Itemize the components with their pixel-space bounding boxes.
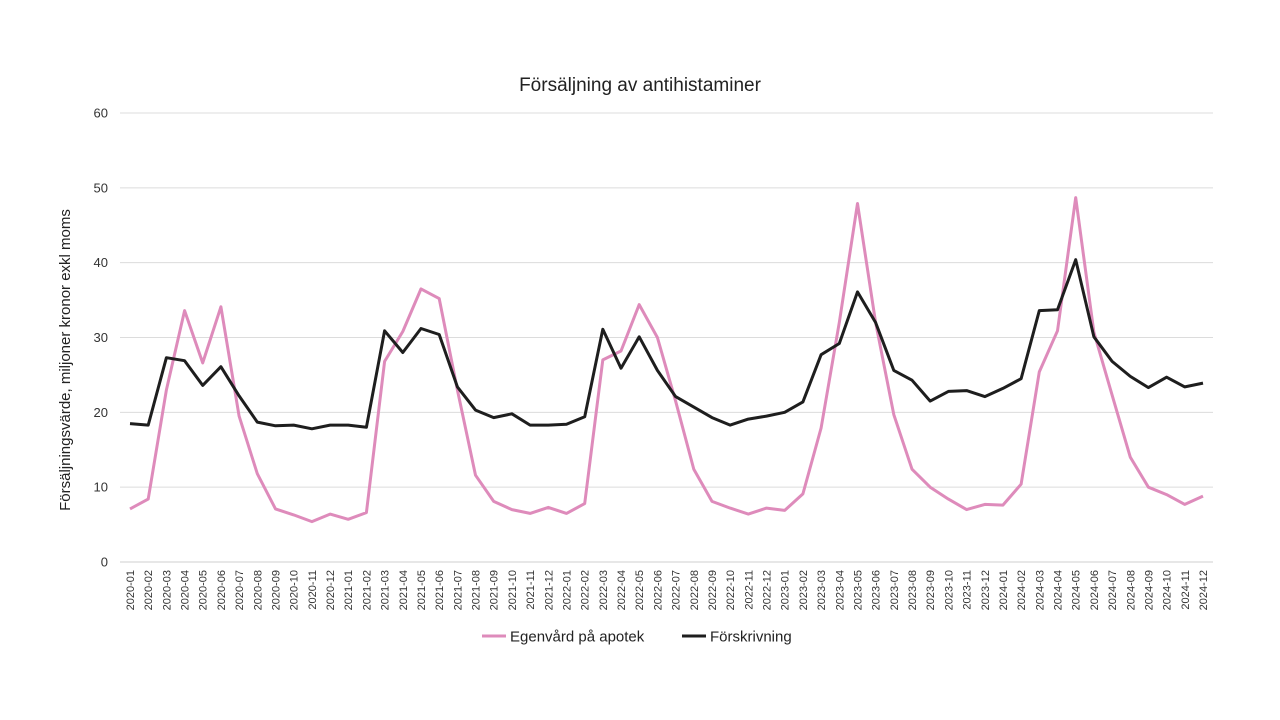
y-tick-label: 60	[94, 106, 108, 121]
x-tick-label: 2024-03	[1034, 570, 1046, 610]
x-tick-label: 2021-05	[416, 570, 428, 610]
x-tick-label: 2023-01	[780, 570, 792, 610]
x-tick-label: 2022-07	[671, 570, 683, 610]
x-tick-label: 2020-11	[307, 570, 319, 610]
x-tick-label: 2022-08	[689, 570, 701, 610]
y-axis-label: Försäljningsvärde, miljoner kronor exkl …	[57, 209, 74, 511]
x-tick-label: 2024-06	[1089, 570, 1101, 610]
y-tick-label: 30	[94, 330, 108, 345]
x-tick-label: 2023-05	[852, 570, 864, 610]
x-tick-label: 2024-08	[1125, 570, 1137, 610]
series-line	[129, 196, 1204, 524]
x-tick-label: 2021-11	[525, 570, 537, 610]
x-tick-label: 2022-12	[762, 570, 774, 610]
x-tick-label: 2022-06	[652, 570, 664, 610]
x-tick-label: 2020-02	[143, 570, 155, 610]
x-tick-label: 2022-11	[743, 570, 755, 610]
x-tick-label: 2023-09	[925, 570, 937, 610]
x-tick-label: 2021-03	[380, 570, 392, 610]
x-tick-label: 2022-05	[634, 570, 646, 610]
x-tick-label: 2023-02	[798, 570, 810, 610]
x-tick-labels: 2020-01 2020-02 2020-03 2020-04 2020-05 2020-…	[125, 570, 1210, 610]
x-tick-label: 2023-08	[907, 570, 919, 610]
legend-item: Egenvård på apotek	[482, 629, 645, 646]
x-tick-label: 2020-08	[252, 570, 264, 610]
x-tick-label: 2024-11	[1180, 570, 1192, 610]
x-tick-label: 2021-06	[434, 570, 446, 610]
y-tick-labels: 0 10 20 30 40 50 60	[94, 106, 108, 570]
x-tick-label: 2021-01	[343, 570, 355, 610]
x-tick-label: 2021-12	[543, 570, 555, 610]
x-tick-label: 2024-04	[1053, 570, 1065, 610]
x-tick-label: 2020-04	[180, 570, 192, 610]
x-tick-label: 2020-07	[234, 570, 246, 610]
x-tick-label: 2021-07	[452, 570, 464, 610]
chart-title: Försäljning av antihistaminer	[519, 75, 762, 96]
x-tick-label: 2020-10	[289, 570, 301, 610]
y-tick-label: 10	[94, 480, 108, 495]
y-tick-label: 40	[94, 255, 108, 270]
x-tick-label: 2021-08	[471, 570, 483, 610]
x-tick-label: 2020-01	[125, 570, 137, 610]
x-tick-label: 2020-03	[161, 570, 173, 610]
y-tick-label: 0	[101, 555, 108, 570]
x-tick-label: 2023-11	[962, 570, 974, 610]
x-tick-label: 2021-09	[489, 570, 501, 610]
x-tick-label: 2020-05	[198, 570, 210, 610]
x-tick-label: 2020-12	[325, 570, 337, 610]
x-tick-label: 2024-01	[998, 570, 1010, 610]
x-tick-label: 2023-12	[980, 570, 992, 610]
x-tick-label: 2021-02	[361, 570, 373, 610]
x-tick-label: 2020-06	[216, 570, 228, 610]
x-tick-label: 2022-01	[561, 570, 573, 610]
legend-label: Egenvård på apotek	[510, 629, 645, 646]
x-tick-label: 2021-10	[507, 570, 519, 610]
legend-label: Förskrivning	[710, 629, 792, 646]
x-tick-label: 2024-05	[1071, 570, 1083, 610]
series-line	[129, 258, 1204, 431]
x-tick-label: 2022-09	[707, 570, 719, 610]
x-tick-label: 2023-04	[834, 570, 846, 610]
x-tick-label: 2023-06	[871, 570, 883, 610]
x-tick-label: 2024-07	[1107, 570, 1119, 610]
legend-item: Förskrivning	[682, 629, 792, 646]
legend: Egenvård på apotek Förskrivning	[482, 629, 792, 646]
x-tick-label: 2024-10	[1162, 570, 1174, 610]
x-tick-label: 2024-09	[1143, 570, 1155, 610]
y-tick-label: 50	[94, 180, 108, 195]
y-tick-label: 20	[94, 405, 108, 420]
x-tick-label: 2021-04	[398, 570, 410, 610]
x-tick-label: 2022-02	[580, 570, 592, 610]
x-tick-label: 2024-12	[1198, 570, 1210, 610]
x-tick-label: 2022-04	[616, 570, 628, 610]
x-tick-label: 2022-03	[598, 570, 610, 610]
x-tick-label: 2022-10	[725, 570, 737, 610]
series-lines	[129, 196, 1204, 524]
x-tick-label: 2023-10	[943, 570, 955, 610]
x-tick-label: 2024-02	[1016, 570, 1028, 610]
x-tick-label: 2020-09	[270, 570, 282, 610]
gridlines	[120, 112, 1213, 563]
x-tick-label: 2023-03	[816, 570, 828, 610]
x-tick-label: 2023-07	[889, 570, 901, 610]
